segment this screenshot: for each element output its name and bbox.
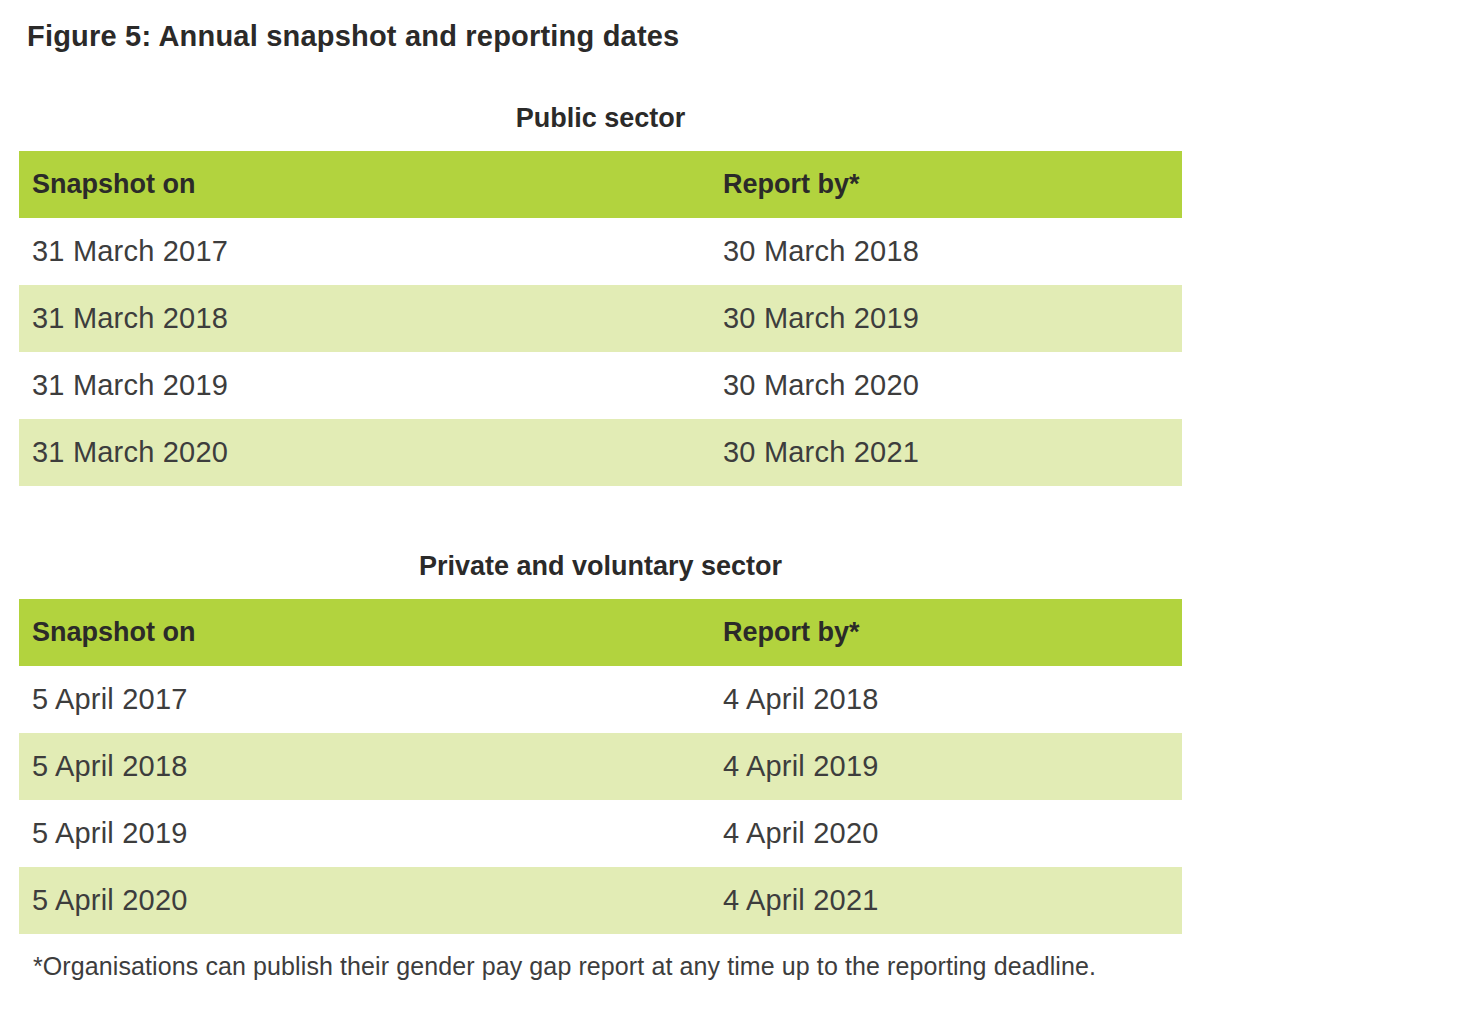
table-row: 5 April 2018 4 April 2019 <box>19 733 1182 800</box>
table-row: 31 March 2017 30 March 2018 <box>19 218 1182 285</box>
snapshot-date-cell: 5 April 2019 <box>19 817 723 850</box>
column-header-snapshot-on: Snapshot on <box>19 617 723 648</box>
report-date-cell: 4 April 2019 <box>723 750 1182 783</box>
figure-page: Figure 5: Annual snapshot and reporting … <box>0 0 1462 1028</box>
report-date-cell: 4 April 2018 <box>723 683 1182 716</box>
report-date-cell: 30 March 2020 <box>723 369 1182 402</box>
column-header-report-by: Report by* <box>723 169 1182 200</box>
table-header-row: Snapshot on Report by* <box>19 599 1182 666</box>
public-sector-section: Public sector Snapshot on Report by* 31 … <box>19 103 1182 486</box>
table-header-row: Snapshot on Report by* <box>19 151 1182 218</box>
private-sector-table: Snapshot on Report by* 5 April 2017 4 Ap… <box>19 599 1182 934</box>
public-sector-heading: Public sector <box>19 103 1182 134</box>
private-sector-section: Private and voluntary sector Snapshot on… <box>19 551 1182 934</box>
report-date-cell: 30 March 2021 <box>723 436 1182 469</box>
snapshot-date-cell: 31 March 2019 <box>19 369 723 402</box>
table-row: 31 March 2020 30 March 2021 <box>19 419 1182 486</box>
snapshot-date-cell: 31 March 2017 <box>19 235 723 268</box>
figure-title: Figure 5: Annual snapshot and reporting … <box>27 20 679 53</box>
column-header-report-by: Report by* <box>723 617 1182 648</box>
footnote: *Organisations can publish their gender … <box>33 952 1183 981</box>
report-date-cell: 30 March 2019 <box>723 302 1182 335</box>
snapshot-date-cell: 31 March 2018 <box>19 302 723 335</box>
table-row: 5 April 2019 4 April 2020 <box>19 800 1182 867</box>
table-row: 31 March 2018 30 March 2019 <box>19 285 1182 352</box>
report-date-cell: 4 April 2020 <box>723 817 1182 850</box>
private-sector-heading: Private and voluntary sector <box>19 551 1182 582</box>
report-date-cell: 4 April 2021 <box>723 884 1182 917</box>
snapshot-date-cell: 31 March 2020 <box>19 436 723 469</box>
snapshot-date-cell: 5 April 2018 <box>19 750 723 783</box>
snapshot-date-cell: 5 April 2017 <box>19 683 723 716</box>
report-date-cell: 30 March 2018 <box>723 235 1182 268</box>
table-row: 31 March 2019 30 March 2020 <box>19 352 1182 419</box>
table-row: 5 April 2017 4 April 2018 <box>19 666 1182 733</box>
public-sector-table: Snapshot on Report by* 31 March 2017 30 … <box>19 151 1182 486</box>
table-row: 5 April 2020 4 April 2021 <box>19 867 1182 934</box>
column-header-snapshot-on: Snapshot on <box>19 169 723 200</box>
snapshot-date-cell: 5 April 2020 <box>19 884 723 917</box>
